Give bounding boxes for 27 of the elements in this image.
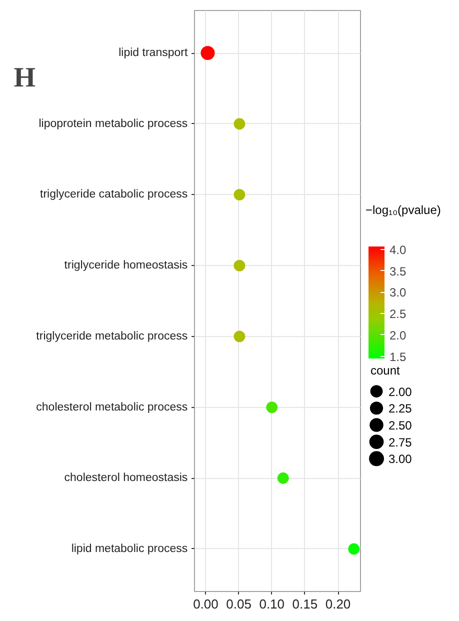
y-tick-label: triglyceride catabolic process [40,188,188,201]
legend-label: 2.75 [388,435,412,450]
y-tick-label: cholesterol homeostasis [64,472,188,484]
color-bar-label: 3.0 [390,286,407,300]
color-bar-label: 3.5 [390,264,407,278]
x-tick-label: 0.20 [325,596,351,612]
y-tick-label: triglyceride homeostasis [64,260,188,272]
color-bar-title: −log₁₀(pvalue) [366,202,441,217]
legend-label: 3.00 [388,452,412,466]
legend-label: 2.00 [388,384,412,399]
legend-label: 2.50 [388,418,412,432]
x-tick-label: 0.10 [259,596,285,612]
y-tick-label: cholesterol metabolic process [36,401,188,414]
color-bar-label: 4.0 [390,242,407,257]
y-tick-label: lipoprotein metabolic process [38,118,188,130]
text: H [14,62,36,94]
legend-label: 2.25 [388,402,412,416]
y-tick-label: lipid metabolic process [71,542,188,555]
x-tick-label: 0.15 [292,596,318,612]
x-tick-label: 0.00 [193,596,218,612]
y-tick-label: lipid transport [118,47,188,60]
legend-title: count [370,364,401,378]
color-bar-label: 2.5 [390,307,407,322]
color-bar-label: 1.5 [390,350,407,364]
color-bar-label: 2.0 [390,328,407,342]
x-tick-label: 0.05 [226,596,252,612]
y-tick-label: triglyceride metabolic process [36,330,188,342]
